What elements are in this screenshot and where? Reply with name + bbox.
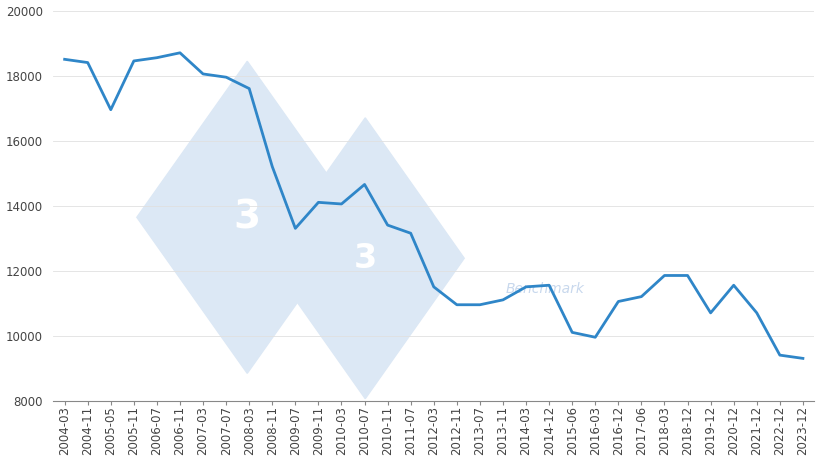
Text: 3: 3: [353, 242, 377, 275]
Polygon shape: [266, 118, 464, 399]
Text: Benchmark: Benchmark: [505, 283, 584, 296]
Text: 3: 3: [233, 198, 260, 236]
Polygon shape: [137, 61, 357, 373]
